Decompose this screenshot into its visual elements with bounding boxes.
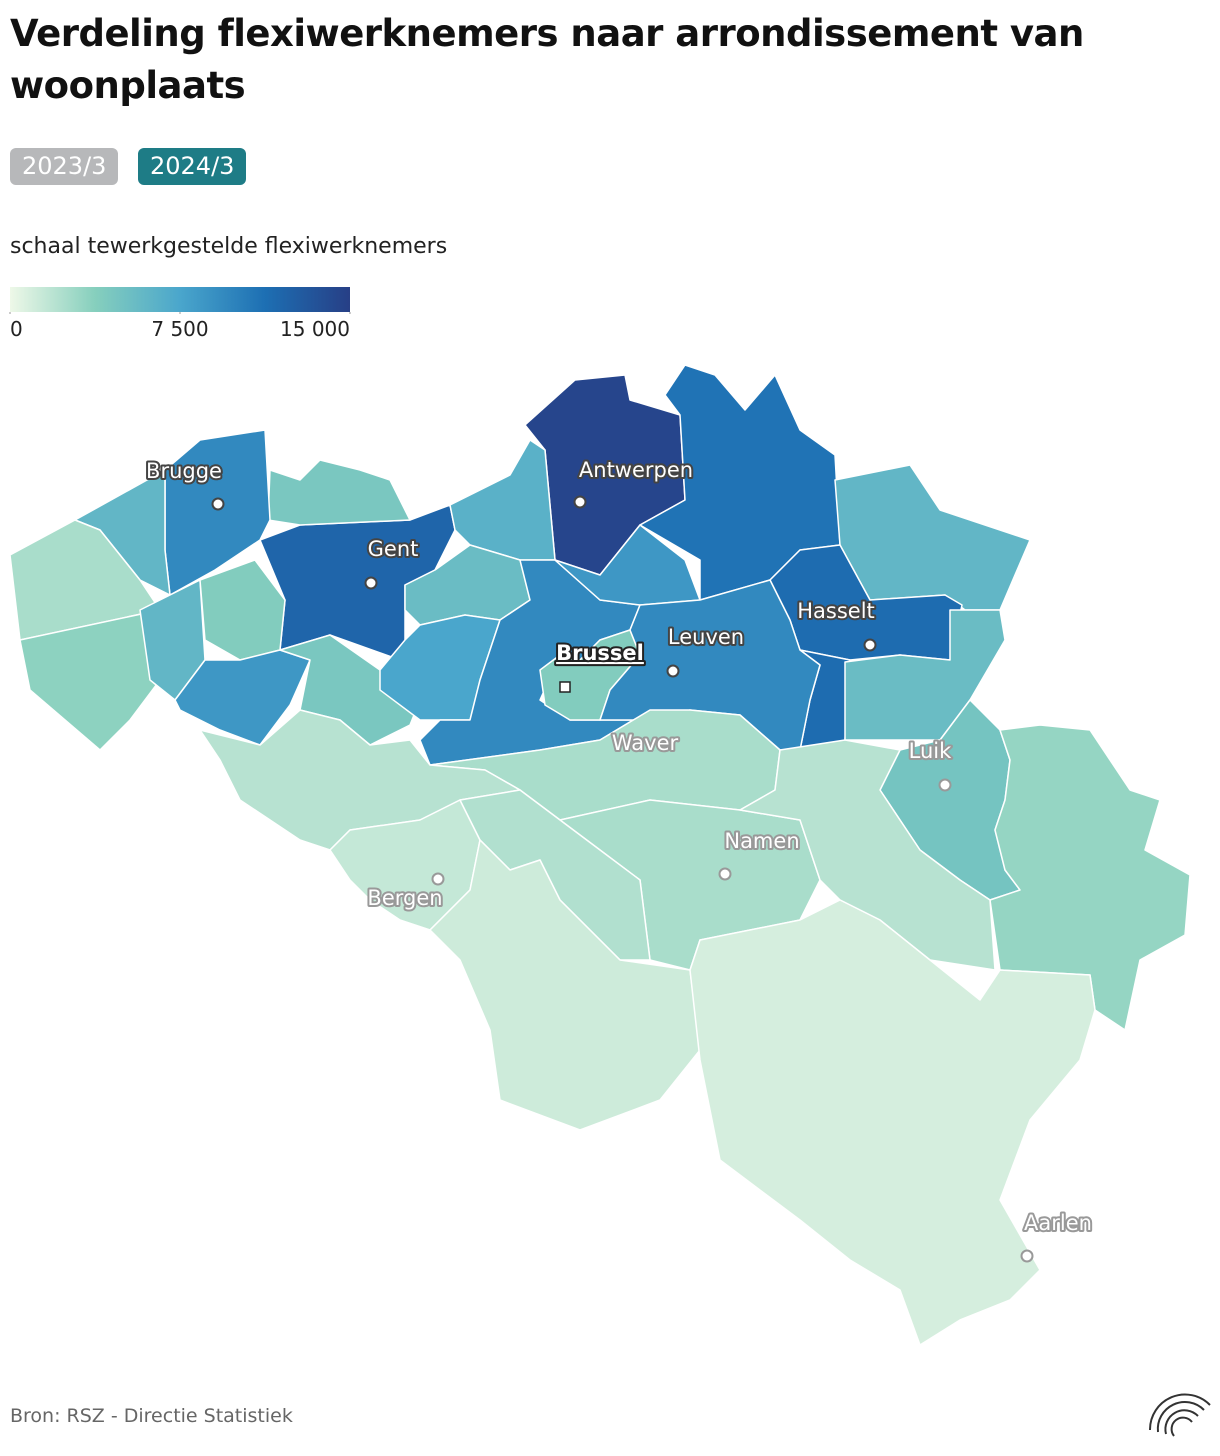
- city-label: Leuven: [668, 625, 744, 649]
- city-label: Hasselt: [797, 599, 875, 623]
- region: [449, 439, 556, 561]
- legend-title: schaal tewerkgestelde flexiwerknemers: [10, 234, 448, 259]
- region: [689, 899, 1096, 1346]
- region: [989, 724, 1191, 1031]
- source: Bron: RSZ - Directie Statistiek: [10, 1405, 293, 1427]
- region: [174, 649, 311, 746]
- region: [844, 609, 1006, 741]
- city-marker: [431, 872, 445, 886]
- city-marker: [938, 778, 952, 792]
- city-marker: [718, 867, 732, 881]
- logo: [1148, 1393, 1211, 1437]
- legend-bar: [10, 287, 350, 312]
- city-label: Gent: [368, 537, 419, 561]
- city-label: Bergen: [367, 886, 442, 910]
- legend-tick-label: 15 000: [280, 317, 350, 341]
- city-label: Brussel: [556, 641, 644, 665]
- period-button-active[interactable]: 2024/3: [138, 148, 247, 185]
- regions: [9, 364, 1191, 1346]
- region: [267, 459, 411, 526]
- city-label: Luik: [909, 739, 952, 763]
- region: [199, 559, 286, 661]
- legend-tick-label: 0: [10, 317, 23, 341]
- legend-tick-label: 7 500: [151, 317, 208, 341]
- city-marker: [211, 497, 225, 511]
- city-marker: [573, 495, 587, 509]
- period-button[interactable]: 2023/3: [10, 148, 119, 185]
- city-label: Namen: [724, 829, 799, 853]
- city-marker: [666, 664, 680, 678]
- city-label: Aarlen: [1024, 1211, 1092, 1235]
- city-label: Waver: [612, 731, 679, 755]
- title: Verdeling flexiwerknemers naar arrondiss…: [10, 12, 1084, 107]
- city-label: Brugge: [146, 459, 222, 483]
- region: [554, 524, 701, 606]
- region: [739, 739, 996, 971]
- city-marker: [364, 576, 378, 590]
- region: [279, 634, 421, 746]
- city-marker: [559, 681, 571, 693]
- city-marker: [1020, 1249, 1034, 1263]
- city-label: Antwerpen: [579, 458, 693, 482]
- city-marker: [863, 638, 877, 652]
